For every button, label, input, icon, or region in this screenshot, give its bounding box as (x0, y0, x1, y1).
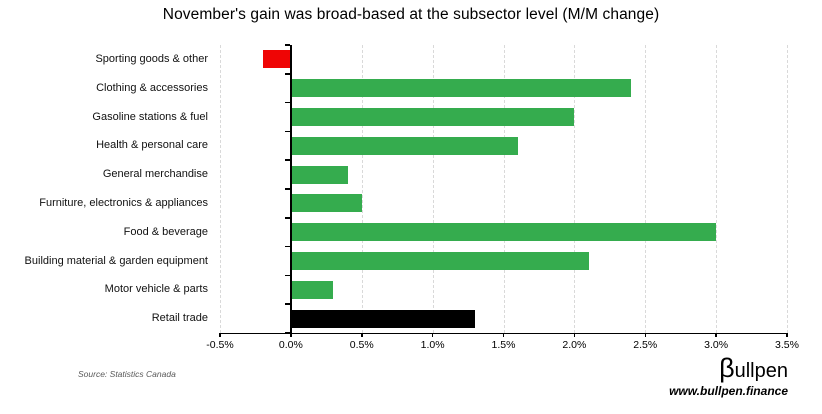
brand-block: βullpen www.bullpen.finance (669, 355, 788, 398)
category-label: Motor vehicle & parts (104, 283, 208, 296)
x-axis-tick-label: 1.5% (491, 339, 516, 351)
x-axis-tick (502, 333, 505, 337)
bar-general-merchandise (290, 165, 348, 184)
bullpen-logo: βullpen (669, 355, 788, 382)
gridline (574, 45, 576, 333)
category-label: Clothing & accessories (96, 81, 208, 94)
logo-text: ullpen (734, 360, 788, 382)
x-axis-tick-label: -0.5% (206, 339, 234, 351)
gridline (503, 45, 505, 333)
gridline (787, 45, 788, 333)
gridline (220, 45, 221, 333)
category-label: General merchandise (102, 168, 208, 181)
bar-building-material-garden-equipment (290, 252, 589, 270)
y-axis-tick (284, 130, 290, 133)
y-axis-tick (284, 217, 290, 219)
category-label: Retail trade (151, 312, 208, 325)
category-label: Gasoline stations & fuel (92, 110, 208, 123)
y-axis-tick (284, 303, 290, 305)
category-label: Furniture, electronics & appliances (39, 197, 208, 209)
x-axis-tick-label: 2.5% (633, 339, 658, 351)
y-axis-tick (284, 188, 290, 190)
category-label: Building material & garden equipment (24, 254, 208, 267)
x-axis-tick (786, 333, 788, 337)
category-label: Sporting goods & other (95, 53, 208, 65)
bar-sporting-goods-other (262, 50, 291, 69)
brand-url: www.bullpen.finance (669, 384, 788, 398)
x-axis-tick (573, 333, 576, 337)
gridline (432, 45, 434, 333)
x-axis-tick (644, 333, 646, 337)
bar-gasoline-stations-fuel (290, 108, 575, 126)
gridline (716, 45, 718, 333)
gridline (645, 45, 647, 333)
x-axis-tick (219, 333, 221, 337)
y-axis-tick (284, 44, 290, 46)
category-label: Food & beverage (123, 225, 208, 238)
bar-clothing-accessories (290, 79, 632, 98)
zero-axis-line (289, 45, 292, 333)
x-axis-tick (715, 333, 717, 337)
y-axis-tick (284, 274, 290, 277)
x-axis-tick-label: 0.0% (278, 339, 303, 351)
bar-furniture-electronics-appliances (290, 194, 362, 213)
x-axis-tick-label: 3.0% (704, 339, 729, 351)
chart-title: November's gain was broad-based at the s… (162, 6, 660, 23)
category-label: Health & personal care (96, 139, 208, 152)
y-axis-tick (284, 159, 290, 161)
y-axis-tick (284, 73, 290, 75)
bar-food-beverage (290, 223, 717, 242)
x-axis-tick (361, 333, 363, 337)
plot-area (219, 44, 788, 337)
gridline (361, 45, 363, 333)
x-axis-tick-label: 1.0% (420, 339, 445, 351)
y-axis-tick (284, 101, 290, 104)
y-axis-tick (284, 332, 290, 334)
x-axis-tick-label: 2.0% (562, 339, 587, 351)
x-axis-tick-label: 0.5% (349, 339, 374, 351)
x-axis-tick (290, 333, 292, 337)
bar-retail-trade (290, 309, 476, 328)
source-note: Source: Statistics Canada (78, 369, 176, 379)
x-axis-tick-label: 3.5% (775, 339, 799, 351)
bar-motor-vehicle-parts (290, 280, 334, 299)
bar-health-personal-care (290, 136, 518, 155)
y-axis-tick (284, 245, 290, 248)
beta-glyph: β (719, 353, 735, 383)
x-axis-tick (431, 333, 434, 337)
category-axis-labels: Sporting goods & other Clothing & accesso… (0, 45, 208, 333)
